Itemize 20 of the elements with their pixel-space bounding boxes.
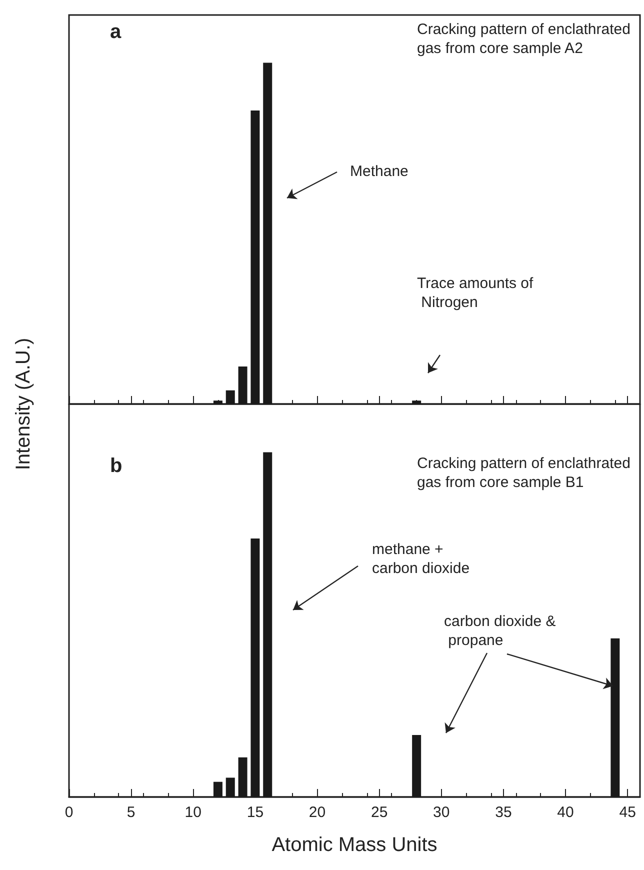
x-tick-label: 40 (557, 804, 574, 821)
x-tick-label: 25 (370, 804, 388, 821)
annotation: Methane (350, 163, 408, 180)
annotation: methane + carbon dioxide (372, 541, 470, 577)
annotation: Trace amounts of Nitrogen (417, 275, 534, 311)
x-tick-label: 30 (433, 804, 450, 821)
x-tick-label: 0 (64, 804, 74, 821)
annotation: carbon dioxide & propane (444, 613, 556, 649)
x-tick-label: 10 (184, 804, 202, 821)
x-tick-label: 5 (126, 804, 136, 821)
y-axis-title: Intensity (A.U.) (12, 338, 36, 470)
text: a (110, 21, 122, 43)
x-tick-label: 35 (495, 804, 512, 821)
annotation: b (110, 455, 122, 477)
x-tick-label: 20 (308, 804, 326, 821)
x-axis-title: Atomic Mass Units (272, 834, 438, 856)
text: Cracking pattern of enclathrated gas from core sample A2 (417, 21, 635, 57)
annotation: Cracking pattern of enclathrated gas from core sample B1 (417, 455, 635, 491)
x-tick-label: 45 (619, 804, 636, 821)
x-tick-label: 15 (246, 804, 264, 821)
